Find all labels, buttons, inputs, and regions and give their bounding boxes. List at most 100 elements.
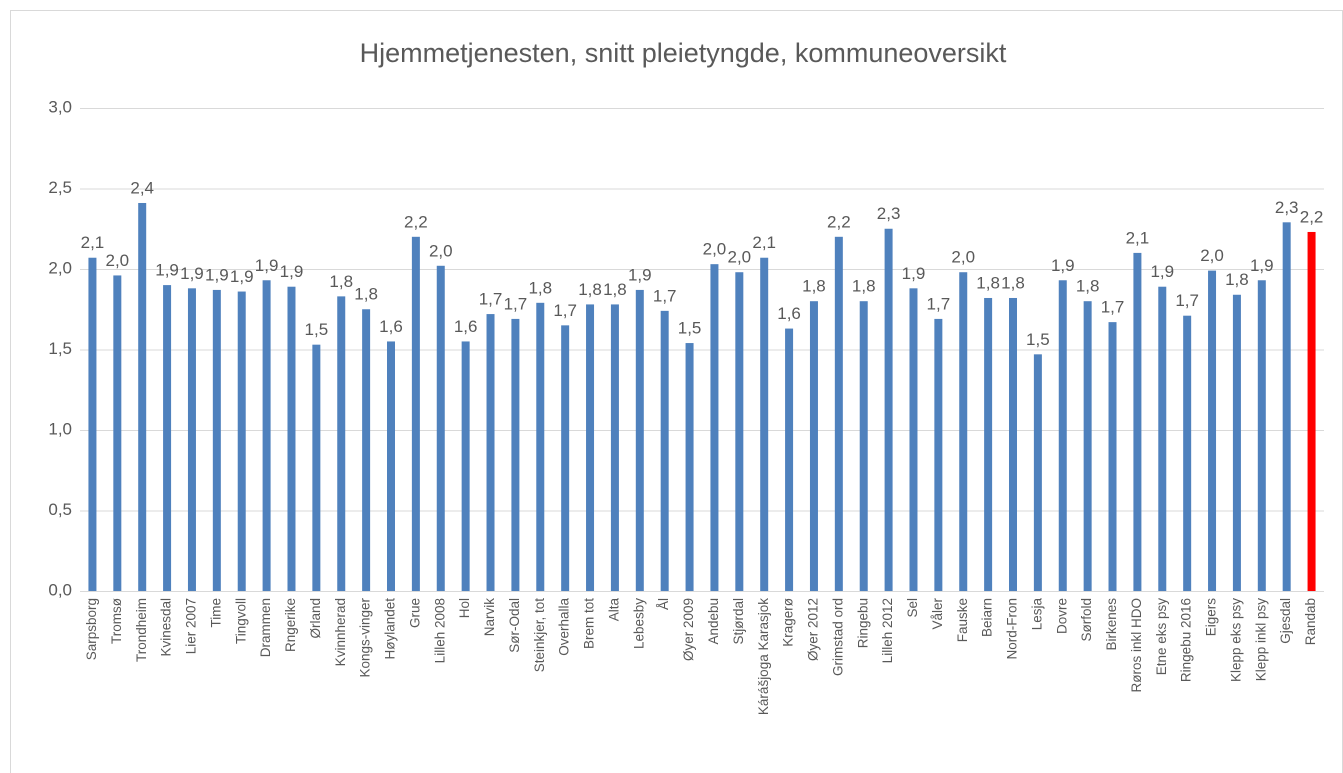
x-tick-label: Etne eks psy — [1154, 598, 1169, 676]
value-label: 2,0 — [429, 241, 453, 260]
bar — [1158, 286, 1167, 591]
bar — [312, 344, 321, 591]
bar — [461, 341, 470, 591]
value-label: 1,7 — [1175, 291, 1199, 310]
x-tick-label: Ringebu — [855, 598, 870, 648]
x-tick-label: Lier 2007 — [184, 598, 199, 654]
x-tick-label: Gjesdal — [1278, 598, 1293, 644]
value-label: 1,7 — [504, 294, 528, 313]
bar — [1058, 280, 1067, 591]
x-tick-label: Time — [208, 598, 223, 628]
chart-title: Hjemmetjenesten, snitt pleietyngde, komm… — [360, 38, 1007, 68]
bar — [934, 318, 943, 591]
value-label: 1,7 — [553, 301, 577, 320]
bar — [735, 272, 744, 591]
bar — [1208, 270, 1217, 591]
bar — [1232, 294, 1241, 591]
value-label: 1,8 — [603, 280, 627, 299]
value-label: 1,7 — [1101, 298, 1125, 317]
x-tick-label: Stjørdal — [731, 598, 746, 645]
value-label: 2,0 — [703, 240, 727, 259]
value-label: 1,6 — [777, 304, 801, 323]
value-label: 1,9 — [902, 264, 926, 283]
value-label: 1,5 — [678, 319, 702, 338]
bar — [411, 236, 420, 592]
value-label: 1,5 — [305, 320, 329, 339]
value-label: 1,8 — [1225, 270, 1249, 289]
bar — [436, 265, 445, 591]
x-tick-label: Klepp inkl psy — [1253, 598, 1268, 682]
chart-frame — [10, 10, 1343, 773]
x-tick-label: Kárášjoga Karasjok — [756, 598, 771, 715]
x-tick-label: Tingvoll — [233, 598, 248, 644]
x-tick-label: Lebesby — [631, 598, 646, 649]
bar — [1133, 252, 1142, 591]
value-label: 1,6 — [379, 317, 403, 336]
bar — [262, 280, 271, 591]
bar — [561, 325, 570, 591]
value-label: 1,8 — [852, 277, 876, 296]
bar — [536, 302, 545, 591]
y-tick-label: 0,5 — [48, 500, 72, 519]
x-tick-label: Ringebu 2016 — [1179, 598, 1194, 682]
bar — [1282, 222, 1291, 591]
value-label: 1,8 — [976, 273, 1000, 292]
x-tick-label: Lesja — [1029, 598, 1044, 631]
y-tick-label: 1,0 — [48, 419, 72, 438]
x-tick-label: Birkenes — [1104, 598, 1119, 651]
x-tick-label: Rngerike — [283, 598, 298, 652]
x-tick-label: Nord-Fron — [1005, 598, 1020, 660]
value-label: 2,1 — [81, 233, 105, 252]
x-tick-label: Grue — [407, 598, 422, 628]
bar — [237, 291, 246, 591]
value-label: 1,7 — [653, 286, 677, 305]
value-label: 1,9 — [280, 262, 304, 281]
value-label: 2,2 — [827, 212, 851, 231]
bar — [1108, 322, 1117, 591]
x-tick-label: Øyer 2009 — [681, 598, 696, 661]
value-label: 2,3 — [877, 204, 901, 223]
x-tick-label: Ørland — [308, 598, 323, 639]
bar — [635, 289, 644, 591]
bar — [685, 343, 694, 591]
bar — [362, 309, 371, 591]
value-label: 1,9 — [230, 267, 254, 286]
x-tick-label: Steinkjer, tot — [532, 598, 547, 673]
value-label: 1,8 — [802, 277, 826, 296]
value-label: 2,0 — [727, 248, 751, 267]
bar — [785, 328, 794, 591]
value-label: 1,9 — [180, 264, 204, 283]
x-tick-label: Andebu — [706, 598, 721, 645]
x-tick-label: Sørfold — [1079, 598, 1094, 642]
x-tick-label: Narvik — [482, 598, 497, 637]
value-label: 2,1 — [752, 233, 776, 252]
y-tick-label: 3,0 — [48, 97, 72, 116]
y-tick-label: 2,5 — [48, 178, 72, 197]
x-tick-label: Alta — [606, 598, 621, 622]
bar — [1183, 315, 1192, 591]
value-label: 1,8 — [528, 278, 552, 297]
bar — [113, 275, 122, 591]
value-label: 2,2 — [404, 212, 428, 231]
x-tick-label: Drammen — [258, 598, 273, 657]
x-tick-label: Røros inkl HDO — [1129, 598, 1144, 693]
value-label: 2,0 — [951, 248, 975, 267]
bar — [834, 236, 843, 592]
bar — [809, 301, 818, 591]
bar — [984, 297, 993, 591]
value-label: 1,9 — [1051, 256, 1075, 275]
x-tick-label: Eigers — [1204, 598, 1219, 637]
y-tick-label: 2,0 — [48, 258, 72, 277]
bar — [163, 285, 172, 591]
y-tick-label: 1,5 — [48, 339, 72, 358]
x-tick-label: Kvinnherad — [333, 598, 348, 666]
value-label: 1,9 — [205, 265, 229, 284]
bar — [760, 257, 769, 591]
x-tick-label: Beiarn — [980, 598, 995, 637]
bar — [1009, 297, 1017, 591]
value-label: 2,0 — [1200, 246, 1224, 265]
value-label: 1,7 — [927, 294, 951, 313]
x-tick-label: Lilleh 2012 — [880, 598, 895, 663]
